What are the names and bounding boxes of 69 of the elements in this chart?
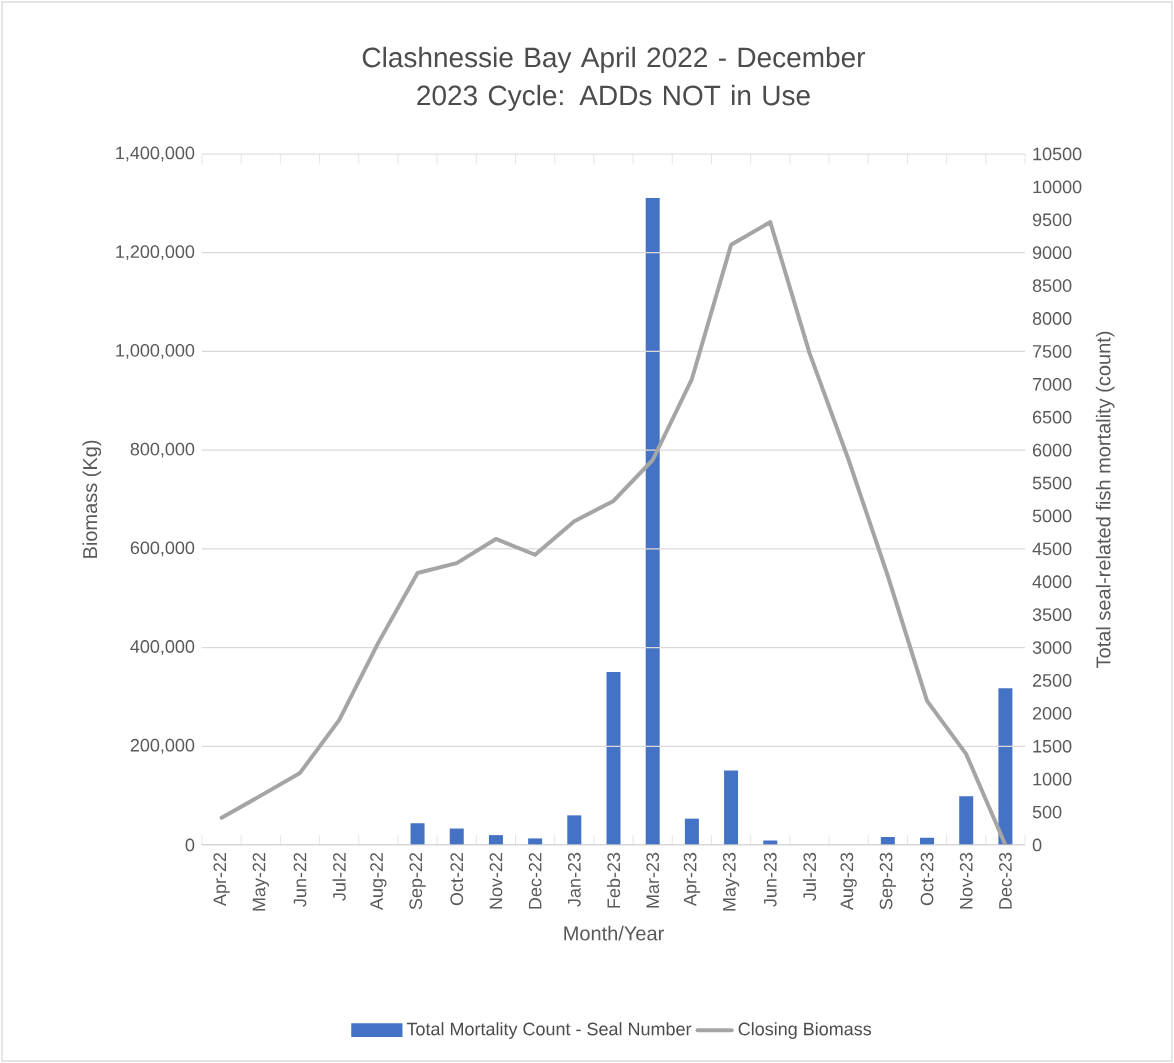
y-tick-label: 0: [185, 838, 195, 852]
bar: [645, 198, 660, 845]
y2-tick-label: 6000: [1032, 443, 1072, 457]
chart-title: Clashnessie Bay April 2022 - December 2023 Cycle: ADDs NOT in Use: [362, 46, 866, 111]
y2-tick-label: 8000: [1032, 312, 1072, 325]
x-tick-label: Feb-23: [606, 852, 621, 908]
legend-label: Closing Biomass: [738, 1022, 872, 1039]
x-tick-label: Aug-22: [370, 852, 387, 911]
bar: [528, 838, 543, 845]
y2-tick-label: 7000: [1032, 377, 1072, 391]
y2-tick-label: 500: [1032, 805, 1062, 819]
y2-tick-label: 0: [1032, 838, 1042, 852]
y-axis-title: Biomass (Kg): [82, 440, 102, 558]
x-tick-label: Nov-22: [489, 852, 503, 909]
y2-tick-label: 10000: [1033, 180, 1082, 194]
y-tick-label: 800,000: [130, 442, 195, 458]
x-tick-label: Apr-23: [683, 852, 701, 907]
y2-axis-title: Total seal-related fish mortality (count): [1095, 331, 1115, 668]
y-tick-label: 1,000,000: [116, 343, 195, 359]
x-tick-label: May-23: [722, 852, 740, 911]
bar: [449, 828, 464, 845]
x-tick-label: Mar-23: [646, 852, 660, 908]
y-tick-label: 1,400,000: [116, 146, 195, 162]
y2-tick-label: 10500: [1033, 147, 1082, 161]
y2-tick-label: 3500: [1032, 608, 1072, 622]
y2-tick-label: 1000: [1033, 772, 1072, 786]
x-axis-title: Month/Year: [564, 925, 664, 941]
bar: [567, 815, 582, 845]
x-tick-label: Sep-23: [879, 852, 896, 910]
bar: [410, 823, 425, 845]
y2-tick-label: 2500: [1032, 674, 1072, 687]
x-tick-label: Aug-23: [840, 852, 857, 911]
y2-tick-label: 5000: [1032, 509, 1072, 523]
y-tick-label: 400,000: [130, 640, 195, 655]
x-tick-label: Jan-23: [567, 852, 581, 907]
line-series: [219, 220, 1008, 845]
x-tick-label: Jun-22: [293, 852, 307, 907]
bar: [998, 688, 1013, 845]
x-tick-label: Oct-22: [450, 852, 464, 906]
x-tick-label: Jul-23: [802, 852, 817, 901]
x-tick-label: Jul-22: [332, 852, 346, 901]
y-tick-label: 200,000: [130, 738, 195, 754]
y-tick-label: 1,200,000: [116, 245, 195, 261]
x-tick-label: Jun-23: [763, 852, 777, 907]
y-tick-label: 600,000: [130, 541, 195, 557]
x-tick-label: Nov-23: [959, 852, 973, 909]
y2-tick-label: 1500: [1033, 739, 1072, 753]
y2-tick-label: 3000: [1032, 641, 1072, 654]
bar: [959, 796, 974, 845]
y2-tick-label: 8500: [1032, 279, 1072, 292]
bar: [488, 835, 503, 845]
bar: [606, 671, 621, 845]
y2-tick-label: 7500: [1032, 345, 1072, 358]
x-tick-label: Dec-22: [528, 852, 542, 909]
x-tick-label: Dec-23: [999, 852, 1012, 909]
y2-tick-label: 9000: [1032, 246, 1072, 260]
legend-label: Total Mortality Count - Seal Number: [406, 1022, 692, 1039]
x-tick-label: Oct-23: [920, 852, 934, 906]
y2-tick-label: 2000: [1032, 706, 1072, 720]
x-tick-label: Apr-22: [213, 852, 230, 907]
y2-tick-label: 4500: [1032, 542, 1072, 556]
y2-tick-label: 4000: [1032, 575, 1072, 589]
bar: [684, 818, 699, 845]
x-tick-label: May-22: [252, 852, 269, 911]
x-tick-label: Sep-22: [409, 852, 426, 910]
y2-tick-label: 6500: [1032, 410, 1072, 424]
y2-tick-label: 9500: [1032, 213, 1072, 227]
bar: [724, 770, 739, 845]
y2-tick-label: 5500: [1032, 476, 1072, 490]
